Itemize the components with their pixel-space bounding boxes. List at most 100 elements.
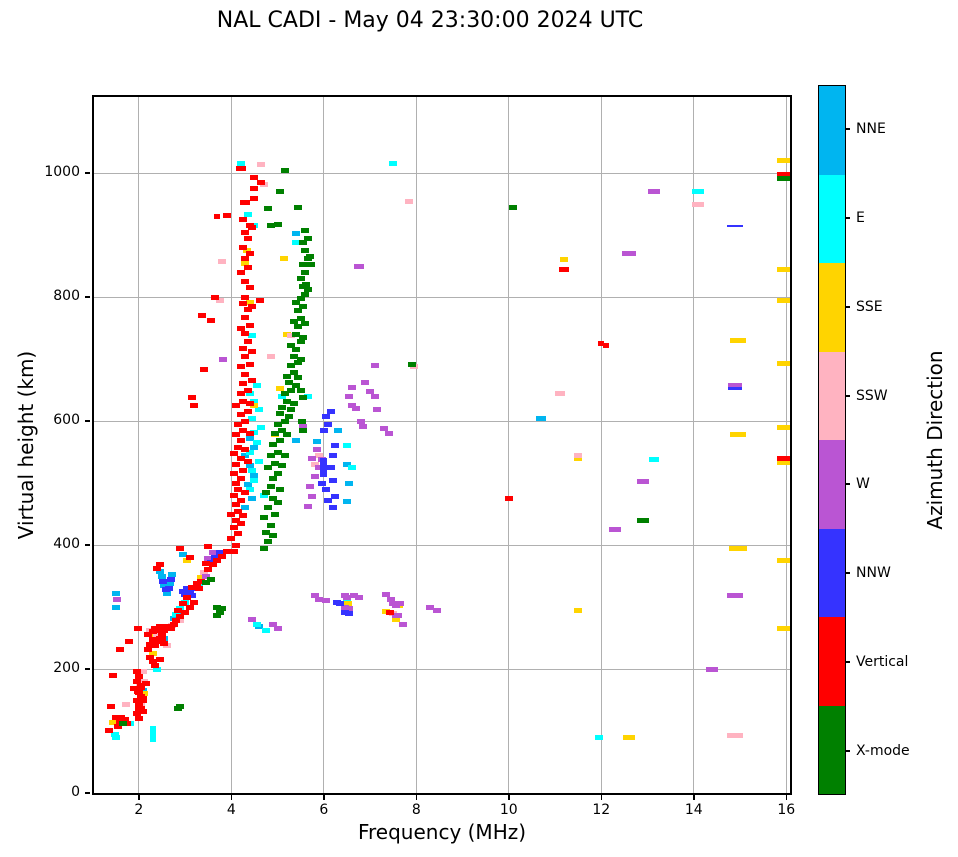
data-point [199,366,208,372]
data-point [299,240,308,246]
data-point [776,460,790,466]
colorbar-category-label: NNE [856,121,886,138]
data-point [164,585,173,591]
data-point [162,624,171,630]
data-point [299,303,308,309]
data-point [289,319,298,325]
data-point [361,380,370,386]
data-point [134,701,143,707]
data-point [213,604,222,610]
data-point [306,262,315,268]
data-point [241,489,250,495]
data-point [132,669,141,675]
data-point [160,628,169,634]
data-point [241,229,250,235]
data-point [123,721,132,727]
data-point [285,380,294,386]
data-point [426,604,435,610]
data-point [273,449,282,455]
data-point [181,592,190,598]
x-axis-tick [138,795,140,800]
data-point [153,638,162,644]
data-point [190,599,199,605]
data-point [692,189,705,195]
data-point [574,455,583,461]
data-point [250,473,259,479]
data-point [259,514,268,520]
data-point [255,407,264,413]
x-tick-label: 2 [134,802,144,818]
data-point [109,720,118,726]
data-point [648,189,661,195]
data-point [231,542,240,548]
data-point [144,646,153,652]
data-point [245,322,254,328]
data-point [727,732,744,738]
data-point [231,480,240,486]
data-point [399,621,408,627]
data-point [776,158,790,164]
data-point [352,406,361,412]
gridline [138,97,140,793]
colorbar-tick [846,128,850,131]
data-point [201,573,210,579]
data-point [370,393,379,399]
data-point [259,493,268,498]
data-point [236,520,245,526]
data-point [183,558,192,564]
data-point [264,206,273,212]
data-point [340,604,349,610]
data-point [141,681,150,687]
data-point [168,572,177,578]
data-point [292,299,301,305]
data-point [271,460,280,466]
y-axis-tick [85,296,90,298]
data-point [259,545,268,551]
data-point [393,613,402,619]
data-point [236,497,245,503]
data-point [384,431,393,437]
data-point [215,297,224,303]
data-point [292,240,301,246]
data-point [197,578,206,584]
data-point [155,624,164,630]
data-point [178,551,187,557]
data-point [342,499,351,505]
data-point [391,616,400,622]
data-point [342,595,351,601]
y-tick-label: 200 [53,660,80,677]
data-point [236,161,245,167]
data-point [294,308,303,314]
data-point [299,427,308,433]
data-point [243,481,252,487]
data-point [241,294,250,300]
data-point [296,387,305,393]
data-point [292,438,301,444]
data-point [137,685,146,691]
data-point [273,421,282,427]
data-point [271,431,280,437]
data-point [266,223,275,229]
data-point [201,561,210,567]
data-point [278,405,287,410]
y-tick-label: 400 [53,536,80,553]
data-point [262,530,271,536]
data-point [245,401,254,407]
data-point [212,612,221,618]
data-point [287,333,296,339]
data-point [248,415,257,421]
data-point [255,458,264,464]
data-point [222,212,231,218]
data-point [776,171,790,177]
y-axis-tick [85,172,90,174]
data-point [322,598,331,604]
data-point [257,162,266,168]
data-point [238,427,247,433]
data-point [252,440,261,446]
data-point [262,489,271,495]
data-point [264,505,273,511]
colorbar-segment-ssw [819,351,845,440]
data-point [211,554,220,560]
x-tick-label: 16 [777,802,796,818]
data-point [268,475,277,481]
